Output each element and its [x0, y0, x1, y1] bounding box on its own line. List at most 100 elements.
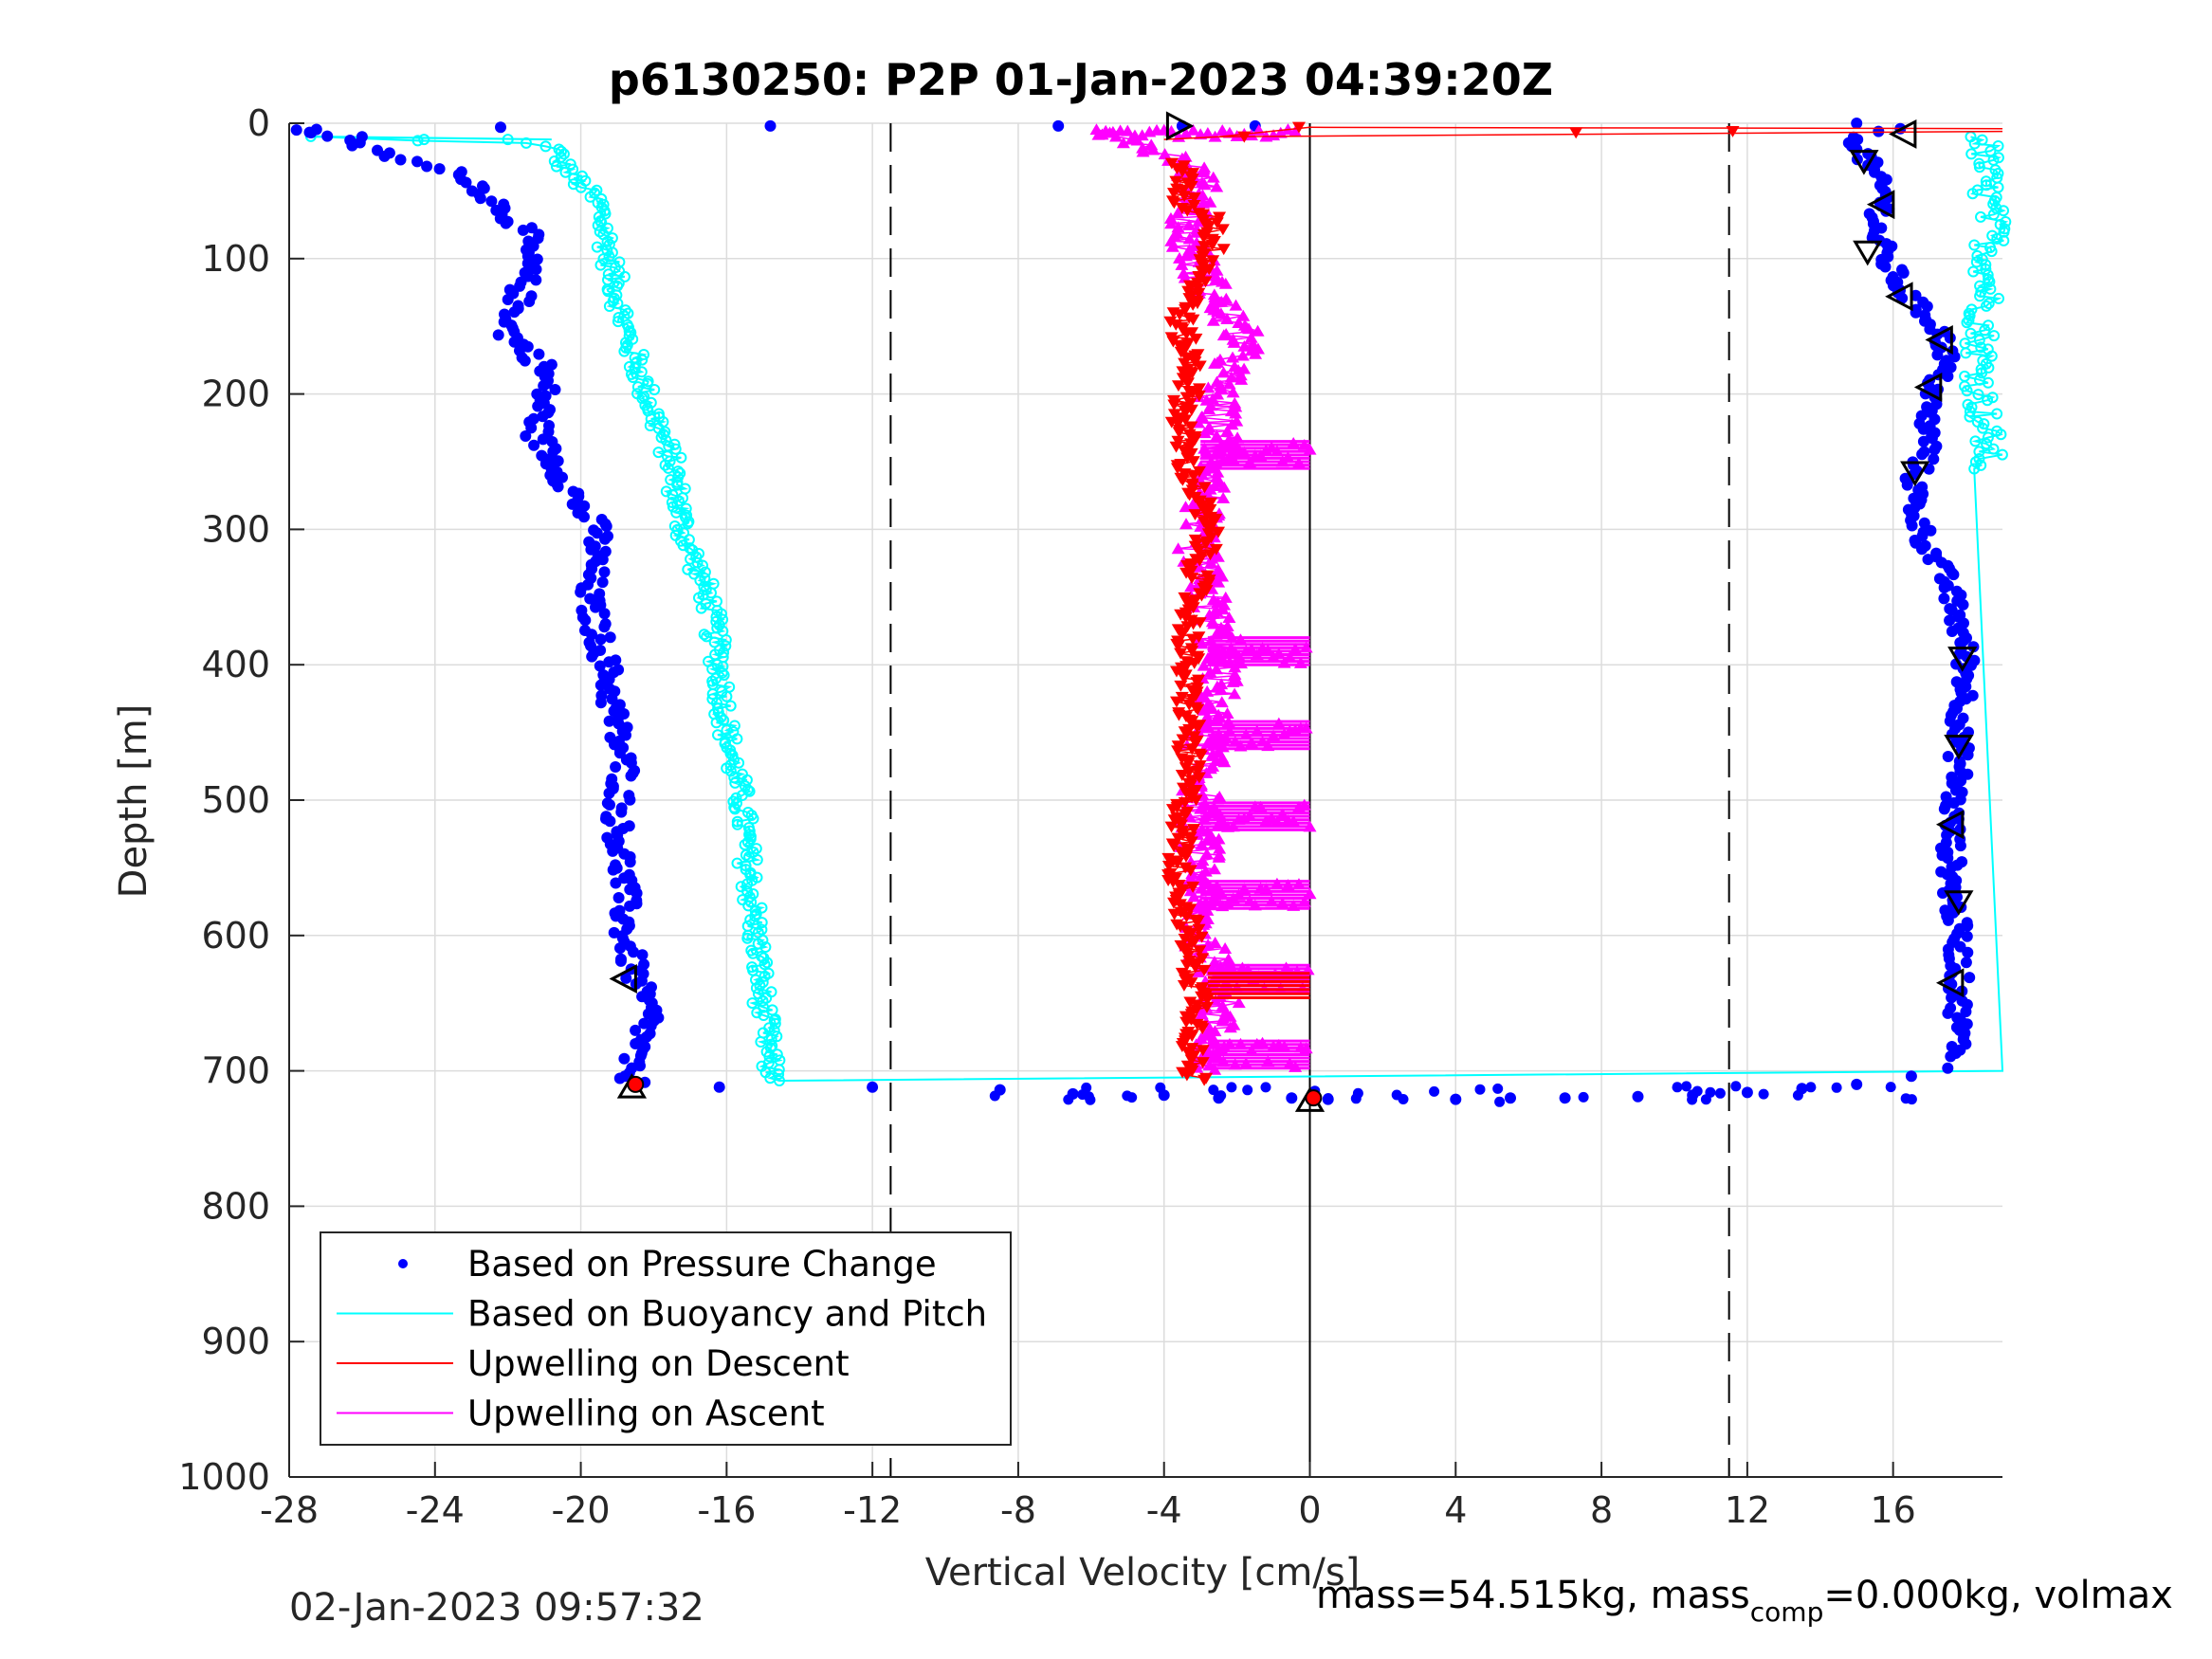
- pressure-point: [1242, 1085, 1253, 1096]
- buoyancy-point: [1966, 188, 1979, 200]
- upwelling-descent-point: [1216, 224, 1230, 236]
- pressure-point: [1964, 972, 1976, 984]
- buoyancy-point: [1990, 202, 2002, 214]
- black-triangle-marker: [1913, 372, 1943, 402]
- upwelling-ascent-point: [1215, 696, 1229, 708]
- upwelling-descent-point: [1185, 716, 1199, 728]
- buoyancy-point: [710, 717, 722, 729]
- legend: Based on Pressure Change Based on Buoyanc…: [320, 1231, 1012, 1446]
- upwelling-ascent-point: [1216, 1014, 1230, 1027]
- upwelling-ascent-point: [1195, 1008, 1209, 1020]
- buoyancy-point: [411, 135, 424, 147]
- pressure-point: [1897, 266, 1910, 279]
- black-triangle-marker: [609, 964, 637, 994]
- pressure-point: [598, 608, 611, 620]
- buoyancy-point: [672, 465, 685, 478]
- y-tick-label: 800: [201, 1185, 270, 1227]
- pressure-point: [1578, 1091, 1589, 1103]
- upwelling-descent-point: [1179, 414, 1193, 427]
- buoyancy-point: [1965, 327, 1977, 339]
- legend-entry: Based on Buoyancy and Pitch: [337, 1294, 987, 1335]
- upwelling-descent-point: [1195, 590, 1209, 602]
- upwelling-descent-point: [1192, 923, 1206, 936]
- pressure-point: [1758, 1088, 1769, 1100]
- upwelling-ascent-point: [1195, 838, 1209, 850]
- x-tick-label: -16: [697, 1489, 756, 1531]
- pressure-point: [764, 119, 777, 132]
- x-tick-label: 4: [1444, 1489, 1467, 1531]
- upwelling-ascent-point: [1237, 339, 1252, 352]
- upwelling-ascent-point: [1291, 878, 1306, 890]
- pressure-point: [599, 533, 611, 545]
- pressure-point: [537, 433, 549, 446]
- pressure-point: [1873, 125, 1885, 137]
- upwelling-descent-point: [1173, 921, 1187, 933]
- x-tick-label: 12: [1725, 1489, 1770, 1531]
- pressure-point: [1929, 444, 1941, 456]
- buoyancy-point: [741, 836, 754, 848]
- upwelling-ascent-point: [1223, 1021, 1237, 1033]
- pressure-point: [600, 520, 612, 533]
- upwelling-ascent-point: [1200, 652, 1215, 665]
- buoyancy-point: [659, 459, 671, 471]
- black-triangle-marker: [1853, 240, 1883, 266]
- pressure-point: [614, 942, 626, 955]
- upwelling-descent-point: [1184, 421, 1198, 433]
- buoyancy-point: [539, 140, 552, 153]
- y-tick-label: 100: [201, 238, 270, 280]
- upwelling-descent-point: [1179, 809, 1193, 821]
- upwelling-ascent-point: [1232, 996, 1246, 1009]
- buoyancy-point: [1982, 376, 1994, 389]
- x-tick-label: -28: [260, 1489, 319, 1531]
- buoyancy-point: [1964, 406, 1976, 418]
- pressure-point: [1906, 520, 1918, 532]
- pressure-point: [1917, 435, 1929, 447]
- buoyancy-point: [671, 523, 684, 536]
- x-tick-label: -24: [406, 1489, 465, 1531]
- buoyancy-point: [564, 158, 576, 171]
- upwelling-ascent-point: [1215, 295, 1229, 307]
- pressure-point: [1942, 852, 1954, 865]
- pressure-point: [578, 511, 590, 523]
- buoyancy-point: [705, 587, 717, 599]
- buoyancy-point: [1980, 259, 1992, 271]
- black-triangle-marker: [1849, 150, 1879, 175]
- buoyancy-point: [756, 923, 768, 936]
- upwelling-ascent-point: [1178, 271, 1192, 283]
- pressure-point: [566, 498, 578, 510]
- upwelling-ascent-point: [1261, 644, 1275, 656]
- series-buoyancy-pitch: [304, 130, 2012, 1086]
- pressure-point: [1942, 751, 1954, 762]
- upwelling-descent-point: [1178, 357, 1192, 370]
- upwelling-ascent-point: [1222, 1037, 1236, 1049]
- upwelling-ascent-point: [1210, 429, 1224, 442]
- pressure-point: [321, 130, 334, 142]
- buoyancy-point: [602, 268, 614, 281]
- upwelling-ascent-point: [1299, 721, 1313, 734]
- pressure-point: [1946, 992, 1958, 1004]
- upwelling-ascent-point: [1244, 736, 1258, 748]
- buoyancy-point: [729, 776, 741, 789]
- pressure-point: [1741, 1086, 1753, 1099]
- buoyancy-point: [756, 902, 768, 914]
- buoyancy-point: [698, 629, 710, 641]
- buoyancy-point: [721, 724, 733, 737]
- pressure-point: [1944, 614, 1956, 627]
- upwelling-descent-point: [1196, 1057, 1210, 1069]
- buoyancy-point: [1975, 210, 1986, 223]
- upwelling-descent-point: [1188, 509, 1202, 521]
- upwelling-ascent-point: [1235, 349, 1250, 361]
- x-tick-label: -12: [843, 1489, 902, 1531]
- buoyancy-point: [1981, 300, 1992, 312]
- pressure-point: [533, 348, 545, 360]
- upwelling-ascent-point: [1291, 456, 1306, 468]
- buoyancy-point: [1973, 453, 1985, 465]
- buoyancy-point: [759, 941, 772, 953]
- buoyancy-point: [611, 289, 623, 301]
- upwelling-ascent-point: [1136, 145, 1150, 157]
- upwelling-ascent-point: [1225, 418, 1239, 430]
- upwelling-ascent-point: [1217, 646, 1232, 658]
- buoyancy-point: [701, 630, 713, 643]
- pressure-point: [1954, 840, 1966, 852]
- legend-label: Upwelling on Descent: [467, 1343, 850, 1384]
